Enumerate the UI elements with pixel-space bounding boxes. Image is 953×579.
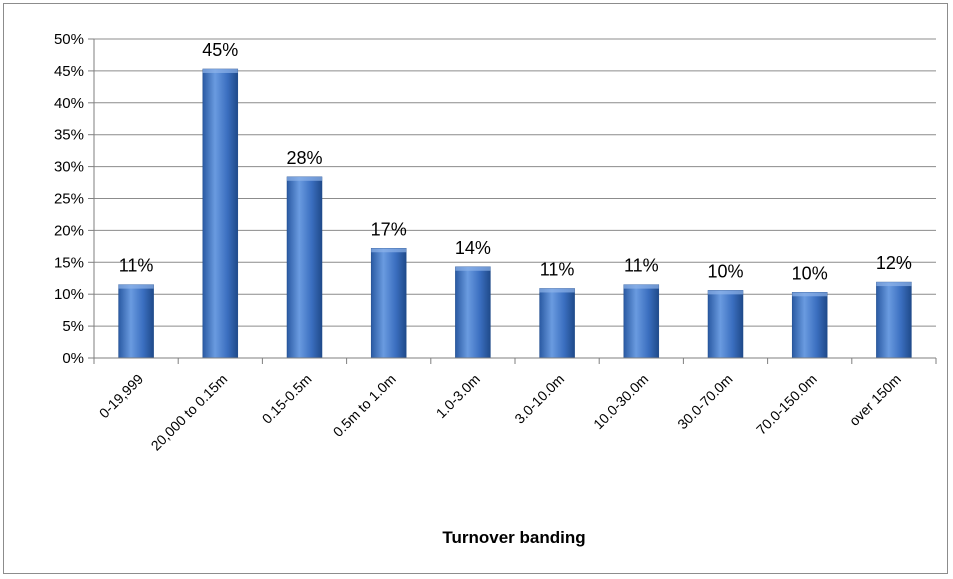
y-axis: 0% 5% 10% 15% 20% 25% 30% 35% 40% 45% 50% (54, 31, 95, 367)
bar-9 (791, 292, 828, 359)
data-label-8: 10% (707, 261, 743, 281)
bar-top-highlight (202, 68, 238, 73)
bar-top-highlight (539, 288, 575, 293)
bar-3 (286, 176, 323, 359)
x-tick-label: 3.0-10.0m (511, 371, 567, 427)
x-axis-title: Turnover banding (442, 528, 585, 547)
y-tick-label: 40% (54, 95, 84, 112)
bar-7 (623, 284, 660, 359)
data-labels: 11% 45% 28% 17% 14% 11% 11% 10% 10% 12% (119, 40, 912, 283)
bar-4 (370, 248, 407, 359)
bar-top-highlight (287, 176, 322, 181)
x-tick-label: 1.0-3.0m (433, 371, 483, 421)
bar-top-highlight (792, 292, 828, 297)
bar-2 (202, 68, 239, 359)
y-tick-label: 25% (54, 191, 84, 208)
data-label-2: 45% (202, 40, 238, 60)
bar-8 (707, 290, 744, 359)
y-tick-label: 15% (54, 254, 84, 271)
bar-top-highlight (455, 266, 491, 271)
bar-5 (455, 266, 491, 359)
bars (118, 68, 912, 359)
y-tick-label: 50% (54, 31, 84, 48)
y-tick-label: 30% (54, 159, 84, 176)
x-tick-label: 0.5m to 1.0m (330, 371, 399, 440)
data-label-7: 11% (624, 256, 659, 276)
y-tick-label: 0% (62, 350, 84, 367)
data-label-4: 17% (371, 219, 407, 239)
x-tick-label: 70.0-150.0m (753, 371, 820, 438)
bar-10 (876, 281, 912, 359)
data-label-1: 11% (119, 256, 154, 276)
data-label-6: 11% (540, 259, 575, 279)
x-tick-label: 30.0-70.0m (674, 371, 735, 432)
x-tick-label: 0.15-0.5m (259, 371, 315, 427)
x-tick-label: 10.0-30.0m (590, 371, 651, 432)
y-tick-label: 45% (54, 63, 84, 80)
bar-6 (539, 288, 575, 359)
data-label-5: 14% (455, 238, 491, 258)
x-tick-label: 20,000 to 0.15m (148, 371, 231, 454)
x-axis: 0-19,999 20,000 to 0.15m 0.15-0.5m 0.5m to … (93, 357, 937, 454)
y-tick-label: 35% (54, 127, 84, 144)
data-label-3: 28% (286, 148, 322, 168)
y-tick-label: 10% (54, 286, 84, 303)
x-tick-label: 0-19,999 (96, 371, 147, 422)
bar-top-highlight (623, 284, 659, 289)
bar-top-highlight (118, 284, 154, 289)
y-tick-label: 5% (62, 318, 84, 335)
y-tick-label: 20% (54, 222, 84, 239)
data-label-9: 10% (792, 263, 828, 283)
data-label-10: 12% (876, 253, 912, 273)
bar-top-highlight (371, 248, 407, 253)
bar-1 (118, 284, 154, 359)
bar-top-highlight (876, 282, 912, 287)
bar-top-highlight (708, 290, 743, 295)
x-tick-label: over 150m (846, 371, 904, 429)
